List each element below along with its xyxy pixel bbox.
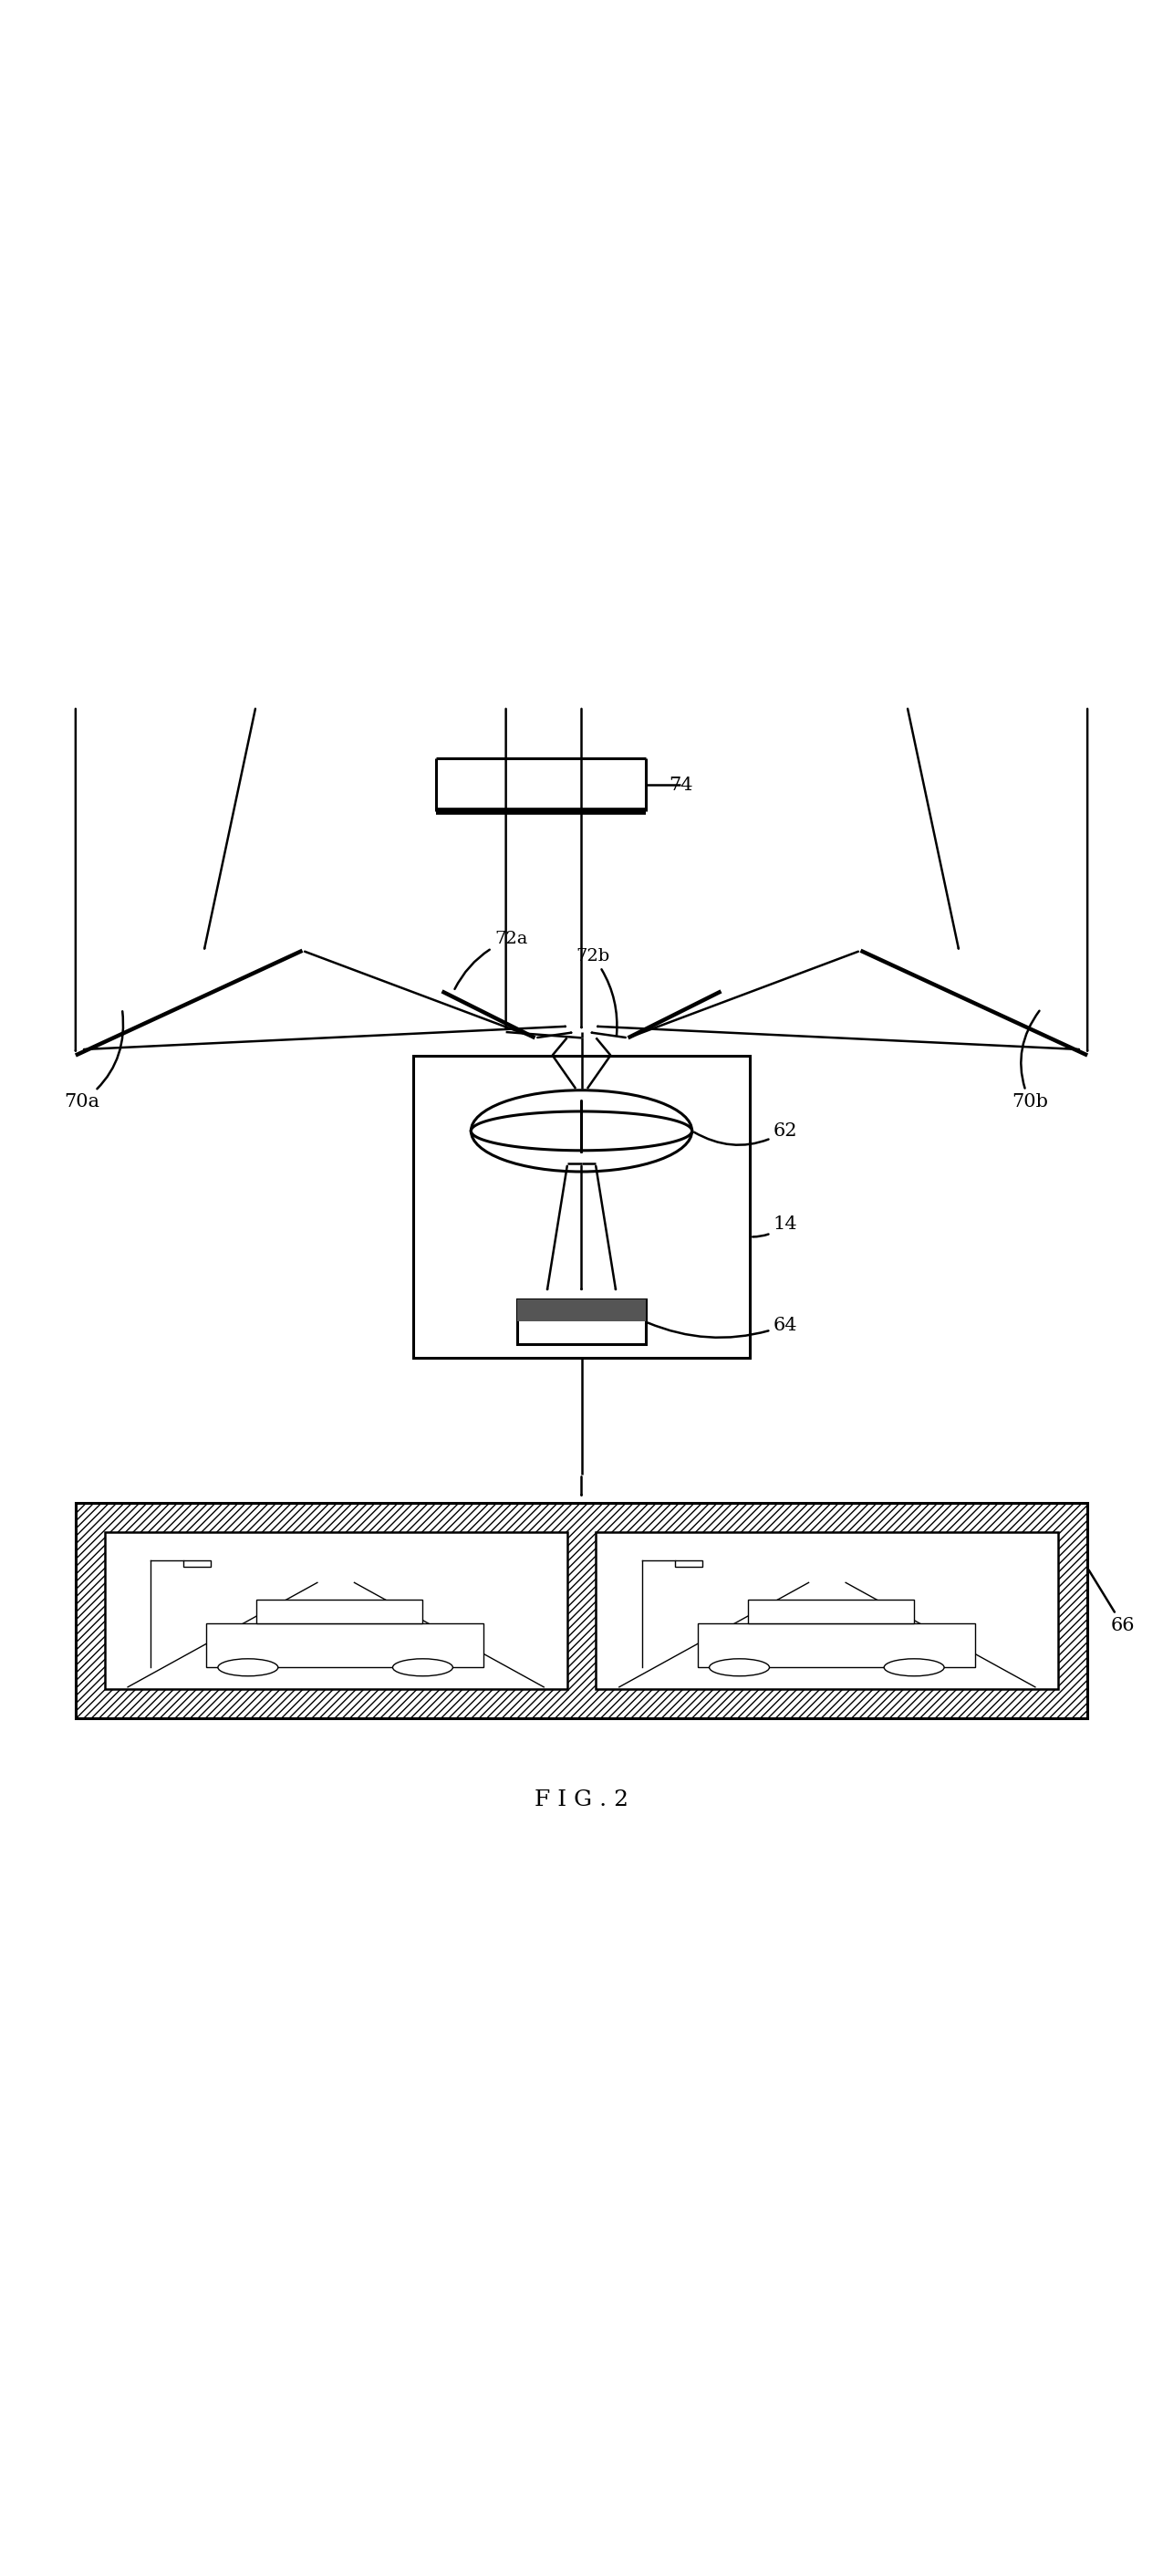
Text: 72b: 72b [576,948,618,1036]
Text: F I G . 2: F I G . 2 [535,1790,628,1811]
Bar [698,1623,975,1667]
Text: 64: 64 [648,1316,798,1337]
Bar [105,1533,568,1690]
Bar [595,1533,1058,1690]
Ellipse shape [471,1090,692,1172]
Text: 70b: 70b [1012,1010,1048,1110]
Bar [206,1623,484,1667]
Bar [518,1301,645,1321]
Bar [748,1600,914,1623]
Ellipse shape [709,1659,770,1677]
Bar [518,1301,645,1345]
Ellipse shape [393,1659,452,1677]
Ellipse shape [884,1659,944,1677]
Text: 70a: 70a [64,1012,123,1110]
Text: 66: 66 [1089,1569,1135,1633]
Bar [675,1561,702,1566]
Text: 72a: 72a [455,930,528,989]
Text: 14: 14 [752,1216,798,1236]
Bar [76,1504,1087,1718]
Bar [256,1600,422,1623]
Ellipse shape [217,1659,278,1677]
Text: 62: 62 [694,1123,798,1144]
Bar [413,1056,750,1358]
Bar [184,1561,211,1566]
Bar [76,1504,1087,1718]
Text: 74: 74 [669,778,693,793]
